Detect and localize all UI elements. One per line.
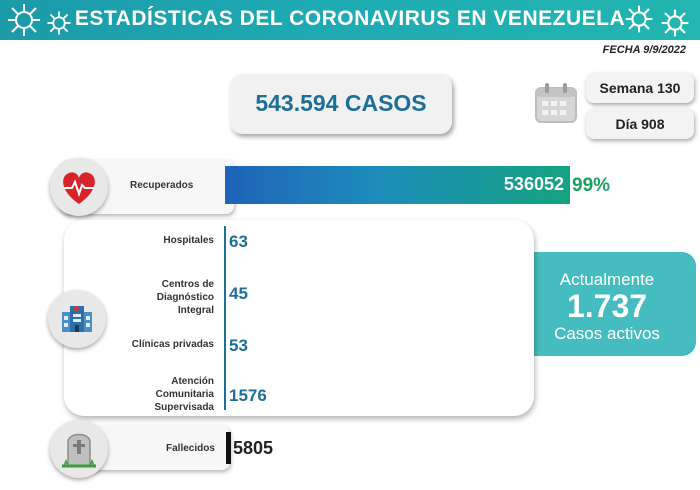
deceased-label: Fallecidos: [166, 443, 215, 454]
day-badge: Día 908: [586, 109, 694, 139]
virus-icon: [8, 4, 40, 36]
active-value: 1.737: [566, 288, 648, 324]
deceased-value: 5805: [233, 438, 274, 458]
heart-icon: [63, 172, 95, 204]
hospitalization-card: [64, 220, 534, 416]
virus-icon: [47, 11, 71, 35]
hospital-icon-circle: [48, 290, 106, 348]
header-banner: ESTADÍSTICAS DEL CORONAVIRUS EN VENEZUEL…: [0, 0, 700, 40]
cdi-label: Centros de Diagnóstico Integral: [156, 279, 214, 316]
recovered-percent: 99%: [572, 175, 611, 196]
virus-icon: [661, 9, 689, 37]
tombstone-icon-circle: [50, 420, 108, 478]
recovered-value: 536052: [503, 174, 564, 194]
heart-icon-circle: [50, 158, 108, 216]
deceased-bar: [226, 432, 231, 464]
total-cases: 543.594 CASOS: [255, 90, 427, 116]
hospitalization-axis: [224, 226, 226, 410]
acs-label: Atención Comunitaria Supervisada: [154, 376, 214, 413]
hospital-icon: [62, 306, 92, 332]
page-title: ESTADÍSTICAS DEL CORONAVIRUS EN VENEZUEL…: [74, 7, 626, 30]
total-cases-box: 543.594 CASOS: [230, 74, 452, 134]
recovered-label: Recuperados: [130, 180, 194, 191]
cdi-value: 45: [229, 284, 248, 303]
virus-icon: [625, 5, 653, 33]
clinicas-value: 53: [229, 336, 248, 355]
hospitales-value: 63: [229, 232, 248, 251]
week-badge: Semana 130: [586, 73, 694, 103]
recovered-bar: 536052: [225, 166, 570, 204]
hospitales-label: Hospitales: [163, 235, 214, 246]
clinicas-label: Clínicas privadas: [131, 339, 214, 350]
active-line1: Actualmente: [559, 270, 655, 289]
tombstone-icon: [62, 433, 96, 468]
acs-value: 1576: [229, 386, 267, 405]
active-line2: Casos activos: [554, 324, 660, 343]
active-cases-box: Actualmente 1.737 Casos activos: [518, 252, 696, 356]
report-date: FECHA 9/9/2022: [602, 44, 686, 56]
calendar-icon: [535, 83, 577, 123]
